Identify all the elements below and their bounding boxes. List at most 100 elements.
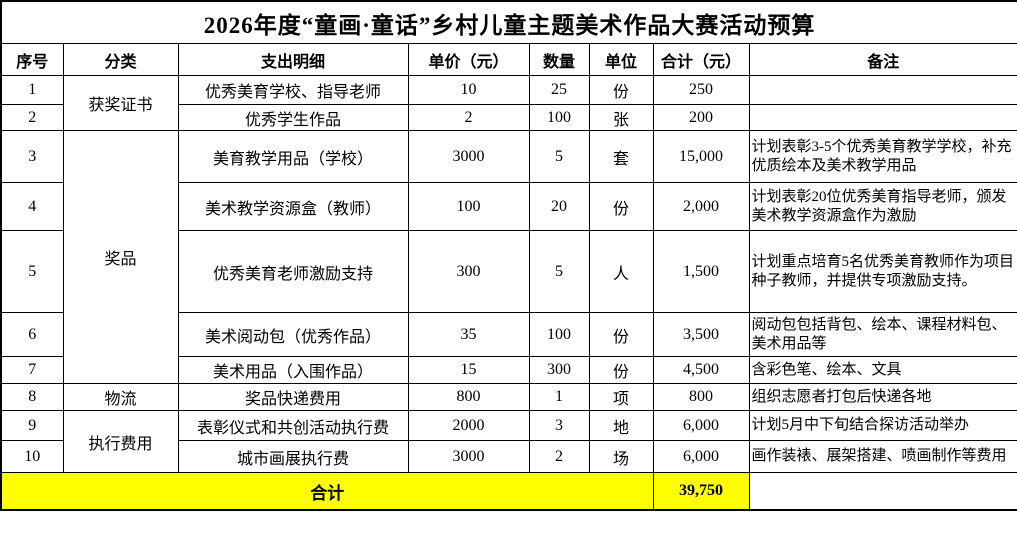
- cell-remark: 计划表彰20位优秀美育指导老师，颁发美术教学资源盒作为激励: [748, 182, 1017, 231]
- page-title: 2026年度“童画·童话”乡村儿童主题美术作品大赛活动预算: [0, 0, 1017, 44]
- table-row: 6 美术阅动包（优秀作品） 35 100 份 3,500 阅动包包括背包、绘本、课程材料包、…: [0, 312, 1017, 357]
- cell-total: 15,000: [652, 130, 750, 183]
- cell-unit: 套: [588, 130, 654, 183]
- cell-expense-detail: 美术用品（入围作品）: [177, 356, 409, 384]
- cell-quantity: 3: [528, 410, 590, 441]
- column-header-detail: 支出明细: [177, 43, 409, 76]
- cell-row-number: 7: [0, 356, 64, 384]
- cell-unit: 张: [588, 104, 654, 131]
- cell-expense-detail: 优秀美育学校、指导老师: [177, 75, 409, 105]
- cell-remark: 计划5月中下旬结合探访活动举办: [748, 410, 1017, 441]
- cell-expense-detail: 奖品快递费用: [177, 383, 409, 411]
- cell-remark: 计划重点培育5名优秀美育教师作为项目种子教师，并提供专项激励支持。: [748, 230, 1017, 313]
- cell-quantity: 20: [528, 182, 590, 231]
- column-header-unit: 单位: [588, 43, 654, 76]
- cell-unit-price: 2000: [407, 410, 530, 441]
- cell-total: 3,500: [652, 312, 750, 357]
- cell-unit: 份: [588, 75, 654, 105]
- cell-quantity: 25: [528, 75, 590, 105]
- column-header-unitprice: 单价（元）: [407, 43, 530, 76]
- cell-expense-detail: 美术教学资源盒（教师）: [177, 182, 409, 231]
- cell-unit: 场: [588, 440, 654, 473]
- cell-unit-price: 2: [407, 104, 530, 131]
- cell-remark: 画作装裱、展架搭建、喷画制作等费用: [748, 440, 1017, 473]
- cell-unit-price: 3000: [407, 130, 530, 183]
- cell-row-number: 1: [0, 75, 64, 105]
- cell-row-number: 5: [0, 230, 64, 313]
- cell-unit: 份: [588, 312, 654, 357]
- cell-quantity: 5: [528, 230, 590, 313]
- cell-unit-price: 300: [407, 230, 530, 313]
- cell-unit-price: 15: [407, 356, 530, 384]
- cell-quantity: 100: [528, 312, 590, 357]
- table-row: 2 优秀学生作品 2 100 张 200: [0, 104, 1017, 131]
- budget-table: 2026年度“童画·童话”乡村儿童主题美术作品大赛活动预算 序号 分类 支出明细…: [0, 0, 1017, 511]
- cell-row-number: 10: [0, 440, 64, 473]
- cell-remark: 含彩色笔、绘本、文具: [748, 356, 1017, 384]
- cell-unit: 份: [588, 182, 654, 231]
- cell-quantity: 2: [528, 440, 590, 473]
- cell-category: 物流: [62, 383, 179, 411]
- cell-total: 2,000: [652, 182, 750, 231]
- table-row: 9 执行费用 表彰仪式和共创活动执行费 2000 3 地 6,000 计划5月中下旬结合探访活…: [0, 410, 1017, 473]
- cell-unit-price: 10: [407, 75, 530, 105]
- column-header-qty: 数量: [528, 43, 590, 76]
- cell-category: 执行费用: [62, 410, 179, 473]
- cell-unit: 地: [588, 410, 654, 441]
- cell-quantity: 100: [528, 104, 590, 131]
- grand-total-remark: [748, 472, 1017, 511]
- grand-total-value: 39,750: [652, 472, 750, 511]
- cell-total: 200: [652, 104, 750, 131]
- cell-remark: 阅动包包括背包、绘本、课程材料包、美术用品等: [748, 312, 1017, 357]
- cell-expense-detail: 表彰仪式和共创活动执行费: [177, 410, 409, 441]
- table-row: 10 城市画展执行费 3000 2 场 6,000 画作装裱、展架搭建、喷画制作等费用: [0, 440, 1017, 473]
- cell-remark: [748, 104, 1017, 131]
- cell-category: 奖品: [62, 130, 179, 384]
- table-header-row: 序号 分类 支出明细 单价（元） 数量 单位 合计（元） 备注: [0, 43, 1017, 76]
- cell-unit-price: 100: [407, 182, 530, 231]
- cell-total: 800: [652, 383, 750, 411]
- cell-total: 6,000: [652, 440, 750, 473]
- grand-total-label: 合计: [0, 472, 654, 511]
- cell-total: 6,000: [652, 410, 750, 441]
- cell-total: 250: [652, 75, 750, 105]
- cell-remark: 计划表彰3-5个优秀美育教学学校，补充优质绘本及美术教学用品: [748, 130, 1017, 183]
- cell-unit: 份: [588, 356, 654, 384]
- table-row: 3 奖品 美育教学用品（学校） 3000 5 套 15,000 计划表彰3-5个优秀美育教学学…: [0, 130, 1017, 384]
- cell-quantity: 300: [528, 356, 590, 384]
- table-row: 7 美术用品（入围作品） 15 300 份 4,500 含彩色笔、绘本、文具: [0, 356, 1017, 384]
- column-header-total: 合计（元）: [652, 43, 750, 76]
- cell-row-number: 8: [0, 383, 64, 411]
- cell-row-number: 3: [0, 130, 64, 183]
- table-body: 1 获奖证书 优秀美育学校、指导老师 10 25 份 250 2 优秀学生作品 2 100 张 200 3…: [0, 75, 1017, 473]
- cell-expense-detail: 优秀学生作品: [177, 104, 409, 131]
- cell-unit-price: 3000: [407, 440, 530, 473]
- cell-total: 1,500: [652, 230, 750, 313]
- cell-total: 4,500: [652, 356, 750, 384]
- cell-expense-detail: 美育教学用品（学校）: [177, 130, 409, 183]
- table-row: 8 物流 奖品快递费用 800 1 项 800 组织志愿者打包后快递各地: [0, 383, 1017, 411]
- cell-row-number: 4: [0, 182, 64, 231]
- column-header-category: 分类: [62, 43, 179, 76]
- cell-expense-detail: 优秀美育老师激励支持: [177, 230, 409, 313]
- cell-quantity: 1: [528, 383, 590, 411]
- column-header-no: 序号: [0, 43, 64, 76]
- cell-unit: 人: [588, 230, 654, 313]
- cell-expense-detail: 美术阅动包（优秀作品）: [177, 312, 409, 357]
- table-row: 1 获奖证书 优秀美育学校、指导老师 10 25 份 250: [0, 75, 1017, 131]
- cell-remark: [748, 75, 1017, 105]
- cell-category: 获奖证书: [62, 75, 179, 131]
- title-row: 2026年度“童画·童话”乡村儿童主题美术作品大赛活动预算: [0, 0, 1017, 44]
- cell-row-number: 6: [0, 312, 64, 357]
- cell-remark: 组织志愿者打包后快递各地: [748, 383, 1017, 411]
- cell-row-number: 2: [0, 104, 64, 131]
- cell-unit: 项: [588, 383, 654, 411]
- cell-row-number: 9: [0, 410, 64, 441]
- column-header-remark: 备注: [748, 43, 1017, 76]
- cell-unit-price: 800: [407, 383, 530, 411]
- total-row: 合计 39,750: [0, 472, 1017, 511]
- cell-expense-detail: 城市画展执行费: [177, 440, 409, 473]
- table-row: 4 美术教学资源盒（教师） 100 20 份 2,000 计划表彰20位优秀美育指导老师，颁…: [0, 182, 1017, 231]
- table-row: 5 优秀美育老师激励支持 300 5 人 1,500 计划重点培育5名优秀美育教师作为项目种…: [0, 230, 1017, 313]
